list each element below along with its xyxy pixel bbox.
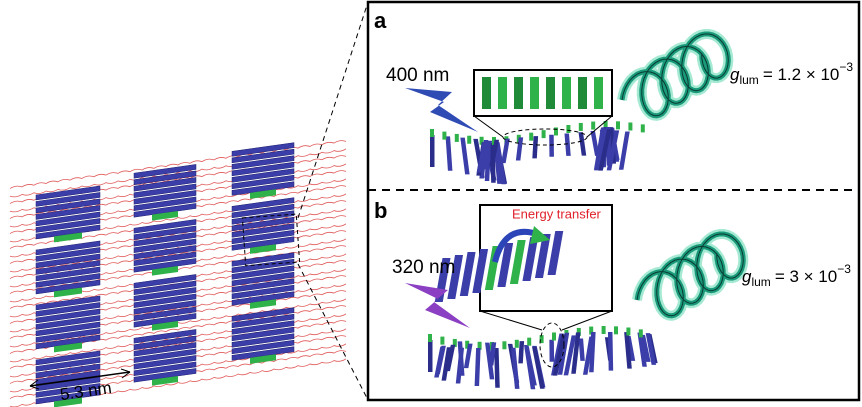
excitation-label: 320 nm bbox=[392, 257, 455, 278]
zoom-line bbox=[298, 264, 368, 400]
ribbon-chromophore bbox=[641, 124, 645, 132]
zoom-chromophore bbox=[514, 77, 523, 109]
glum-value: = 3 × 10 bbox=[775, 267, 837, 286]
ribbon-chromophore bbox=[554, 127, 558, 135]
ribbon-strand bbox=[464, 344, 473, 368]
ribbon-strand bbox=[619, 132, 630, 170]
transfer-label: Energy transfer bbox=[512, 206, 602, 221]
zoom-box bbox=[474, 70, 612, 116]
ribbon-chromophore bbox=[515, 340, 519, 348]
zoom-chromophore bbox=[546, 77, 555, 109]
ribbon-strand bbox=[494, 348, 500, 388]
ribbon-strand bbox=[579, 132, 587, 155]
excitation-bolt bbox=[405, 88, 478, 132]
panel-label: a bbox=[374, 8, 387, 33]
zoom-chromophore bbox=[562, 77, 571, 109]
ribbon-strand bbox=[475, 348, 481, 386]
ribbon-chromophore bbox=[527, 338, 531, 346]
ribbon-chromophore bbox=[626, 327, 630, 335]
zoom-chromophore bbox=[530, 77, 539, 109]
ribbon-strand bbox=[579, 338, 585, 360]
zoom-chromophore bbox=[594, 77, 603, 109]
ribbon-strand bbox=[430, 135, 435, 167]
ribbon-strand bbox=[501, 139, 510, 163]
ribbon-chromophore bbox=[566, 125, 570, 133]
ribbon-chromophore bbox=[639, 329, 643, 337]
ribbon-strand bbox=[549, 135, 554, 157]
ribbon-chromophore bbox=[616, 121, 620, 129]
ribbon-strand bbox=[564, 133, 570, 155]
ribbon-strand bbox=[518, 341, 524, 363]
ribbon-chromophore bbox=[602, 326, 606, 334]
ribbon-chromophore bbox=[430, 129, 434, 137]
ribbon-chromophore bbox=[628, 122, 632, 130]
ribbon-chromophore bbox=[440, 337, 444, 345]
lamellae bbox=[10, 135, 346, 407]
ribbon-chromophore bbox=[552, 332, 556, 340]
zoom-chromophore bbox=[482, 77, 491, 109]
panel-label: b bbox=[374, 198, 387, 223]
ribbon-chromophore bbox=[529, 133, 533, 141]
ribbon-strand bbox=[446, 136, 453, 170]
glum-value: = 1.2 × 10 bbox=[763, 65, 840, 84]
glum-label: glum= 3 × 10−3 bbox=[742, 262, 851, 289]
glum-exponent: −3 bbox=[839, 60, 853, 74]
ribbon-strand bbox=[549, 340, 554, 362]
zoom-line bbox=[298, 2, 368, 218]
ribbon-chromophore bbox=[542, 130, 546, 138]
ribbon-chromophore bbox=[579, 123, 583, 131]
excitation-label: 400 nm bbox=[386, 65, 449, 86]
figure: a 400 nm glum= 1.2 × 10−3 b Energy trans… bbox=[0, 0, 862, 407]
ribbon-chromophore bbox=[442, 132, 446, 140]
ribbon-chromophore bbox=[467, 136, 471, 144]
ribbon-chromophore bbox=[455, 134, 459, 142]
glum-label: glum= 1.2 × 10−3 bbox=[730, 60, 853, 87]
glum-subscript: lum bbox=[739, 73, 758, 87]
ribbon-chromophore bbox=[502, 341, 506, 349]
ribbon-strand bbox=[608, 332, 613, 371]
zoom-chromophore bbox=[498, 77, 507, 109]
ribbon-chromophore bbox=[614, 326, 618, 334]
ribbon-chromophore bbox=[428, 334, 432, 342]
zoom-chromophore bbox=[578, 77, 587, 109]
excitation-bolt bbox=[405, 283, 470, 328]
glum-exponent: −3 bbox=[837, 262, 851, 276]
ribbon-chromophore bbox=[591, 122, 595, 130]
ribbon-strand bbox=[428, 340, 433, 372]
glum-subscript: lum bbox=[751, 275, 770, 289]
